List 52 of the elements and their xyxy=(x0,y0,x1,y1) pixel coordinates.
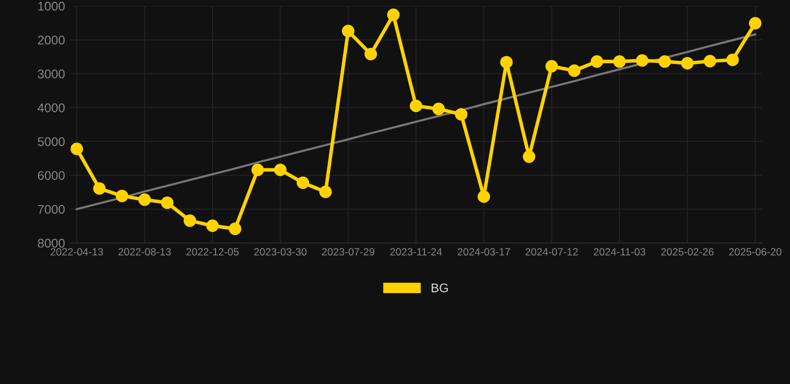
y-tick-label: 8000 xyxy=(38,238,65,248)
line-series xyxy=(76,33,756,210)
point xyxy=(138,193,151,206)
x-tick-label: 2022-08-13 xyxy=(118,248,171,256)
point xyxy=(748,17,762,30)
point xyxy=(206,219,219,232)
point xyxy=(364,48,378,60)
point xyxy=(228,222,242,236)
point xyxy=(342,24,354,38)
x-tick-label: 2024-03-17 xyxy=(458,248,510,256)
y-tick-label: 7000 xyxy=(38,204,65,214)
y-tick-label: 3000 xyxy=(38,70,65,78)
point xyxy=(500,56,513,68)
point xyxy=(454,108,468,121)
legend-label: BG xyxy=(432,283,448,292)
point xyxy=(93,182,106,195)
x-tick-label: 2023-07-29 xyxy=(322,248,374,256)
x-tick-label: 2022-12-05 xyxy=(186,248,239,256)
point xyxy=(726,54,739,66)
point xyxy=(116,190,128,202)
x-tick-label: 2025-06-20 xyxy=(729,248,782,256)
point xyxy=(319,186,332,198)
point xyxy=(387,8,400,22)
y-tick-label: 4000 xyxy=(38,103,65,112)
point xyxy=(681,56,694,70)
point xyxy=(613,55,626,68)
x-tick-label: 2022-04-13 xyxy=(50,248,103,256)
x-tick-label: 2025-02-26 xyxy=(661,248,714,256)
x-tick-label: 2023-11-24 xyxy=(390,248,442,256)
y-tick-label: 5000 xyxy=(38,137,65,146)
point xyxy=(296,176,310,189)
point xyxy=(478,190,490,203)
point xyxy=(522,150,536,163)
point xyxy=(658,55,672,68)
point xyxy=(568,64,581,77)
x-tick-label: 2024-11-03 xyxy=(594,248,646,256)
point xyxy=(251,164,264,176)
x-tick-label: 2023-03-30 xyxy=(254,248,307,256)
point xyxy=(184,214,196,227)
point xyxy=(274,164,287,176)
point xyxy=(704,54,716,68)
y-tick-label: 2000 xyxy=(38,36,65,45)
point xyxy=(590,55,604,68)
point xyxy=(410,100,422,112)
y-tick-label: 6000 xyxy=(38,171,65,180)
point xyxy=(432,102,445,116)
point xyxy=(70,142,84,156)
point xyxy=(545,60,558,73)
x-tick-label: 2024-07-12 xyxy=(526,248,578,256)
point xyxy=(160,196,174,209)
point xyxy=(636,54,648,67)
y-tick-label: 1000 xyxy=(38,2,65,11)
